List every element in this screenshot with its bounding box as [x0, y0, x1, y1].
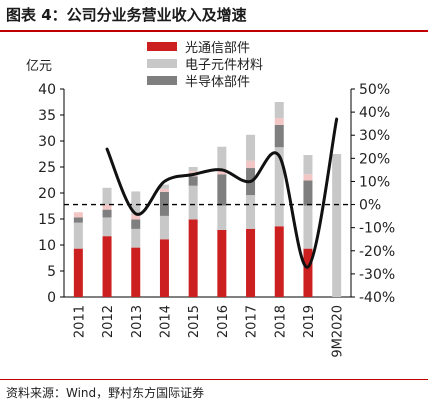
x-axis-category-label: 2012: [101, 305, 116, 338]
bar-segment-2015-2: [188, 185, 198, 220]
x-axis-category-label: 2017: [245, 305, 260, 338]
legend-swatch-1: [147, 42, 177, 51]
revenue-growth-line: [105, 117, 339, 269]
bar-segment-2016-top: [217, 146, 227, 171]
bar-segment-2015-top: [188, 167, 198, 172]
left-axis-tick-label: 20: [38, 186, 56, 202]
left-axis-tick-label: 15: [38, 212, 56, 228]
bar-segment-2012-3: [102, 209, 112, 218]
source-note: 资料来源：Wind，野村东方国际证券: [6, 386, 205, 400]
chart-title: 图表 4：公司分业务营业收入及增速: [6, 6, 247, 24]
bar-segment-2014-2: [159, 215, 169, 240]
left-axis-tick-label: 5: [47, 264, 56, 280]
right-axis-tick-label: 0%: [359, 198, 381, 214]
bar-segment-2014-1: [159, 239, 169, 297]
bar-segment-2018-1: [274, 226, 284, 297]
bar-segment-2013-4: [131, 214, 141, 220]
legend-swatch-3: [147, 76, 177, 85]
legend-label-2: 电子元件材料: [185, 58, 263, 73]
bar-segment-2017-top: [246, 134, 256, 161]
bar-segment-2016-2: [217, 205, 227, 230]
legend-label-3: 半导体部件: [185, 75, 250, 90]
left-axis-tick-label: 40: [38, 82, 56, 98]
x-axis-category-label: 2015: [187, 305, 202, 338]
bar-segment-2014-top: [159, 184, 169, 189]
right-axis-tick-label: 20%: [359, 151, 390, 167]
x-axis-category-label: 2016: [216, 305, 231, 338]
left-axis-tick-label: 0: [47, 290, 56, 306]
bar-segment-2018-3: [274, 124, 284, 148]
bar-segment-2018-2: [274, 147, 284, 227]
bar-segment-2015-3: [188, 176, 198, 186]
bar-segment-2011-4: [73, 212, 83, 218]
bar-segment-2017-1: [246, 228, 256, 297]
bar-segment-2012-2: [102, 217, 112, 237]
legend-swatch-2: [147, 59, 177, 68]
bar-segment-2019-top: [303, 155, 313, 175]
bar-segment-2011-3: [73, 217, 83, 223]
bar-segment-2011-1: [73, 248, 83, 297]
bar-segment-2012-top: [102, 187, 112, 205]
legend-label-1: 光通信部件: [185, 41, 250, 56]
left-axis-tick-label: 25: [38, 160, 56, 176]
x-axis-category-label: 9M2020: [331, 305, 346, 358]
left-axis-tick-label: 30: [38, 134, 56, 150]
bar-segment-2016-3: [217, 174, 227, 206]
x-axis-category-label: 2011: [72, 305, 87, 338]
left-axis-unit-label: 亿元: [26, 59, 52, 74]
right-axis-tick-label: 30%: [359, 128, 390, 144]
x-axis-category-label: 2018: [273, 305, 288, 338]
source-divider: [0, 379, 428, 380]
right-axis-tick-label: 10%: [359, 174, 390, 190]
revenue-growth-chart: 0 5 10 15 20 25 30 35 40 亿元 -40% -30% -20% -10% 0% 10% 2…: [26, 41, 395, 358]
bar-segment-2013-2: [131, 228, 141, 248]
bar-segment-2016-1: [217, 229, 227, 297]
bar-segment-2019-2: [303, 205, 313, 249]
x-axis-category-label: 2014: [158, 305, 173, 338]
title-divider: [0, 30, 428, 32]
bar-segment-2013-3: [131, 219, 141, 229]
left-axis-tick-label: 35: [38, 108, 56, 124]
bar-segment-2018-top: [274, 102, 284, 119]
bar-segment-2018-4: [274, 118, 284, 125]
bar-segment-2012-4: [102, 204, 112, 210]
bar-segment-2015-1: [188, 219, 198, 297]
right-axis-tick-label: -40%: [359, 290, 395, 306]
bar-segment-2014-4: [159, 188, 169, 192]
bar-segment-2019-3: [303, 180, 313, 206]
bar-segment-2017-4: [246, 160, 256, 169]
bar-segment-2013-1: [131, 247, 141, 297]
x-axis-category-label: 2013: [130, 305, 145, 338]
bar-segment-2012-1: [102, 236, 112, 297]
bar-segment-2019-1: [303, 248, 313, 297]
bar-segment-2019-4: [303, 174, 313, 181]
bar-segment-2011-2: [73, 222, 83, 249]
left-axis-tick-label: 10: [38, 238, 56, 254]
right-axis-tick-label: -30%: [359, 267, 395, 283]
bar-segment-2013-top: [131, 191, 141, 215]
bar-segment-2017-2: [246, 195, 256, 229]
right-axis-tick-label: -10%: [359, 221, 395, 237]
bar-segment-2016-4: [217, 170, 227, 175]
right-axis-tick-label: 50%: [359, 82, 390, 98]
right-axis-tick-label: -20%: [359, 244, 395, 260]
right-axis-tick-label: 40%: [359, 105, 390, 121]
bar-segment-9M2020-2: [332, 154, 342, 297]
x-axis-category-label: 2019: [302, 305, 317, 338]
